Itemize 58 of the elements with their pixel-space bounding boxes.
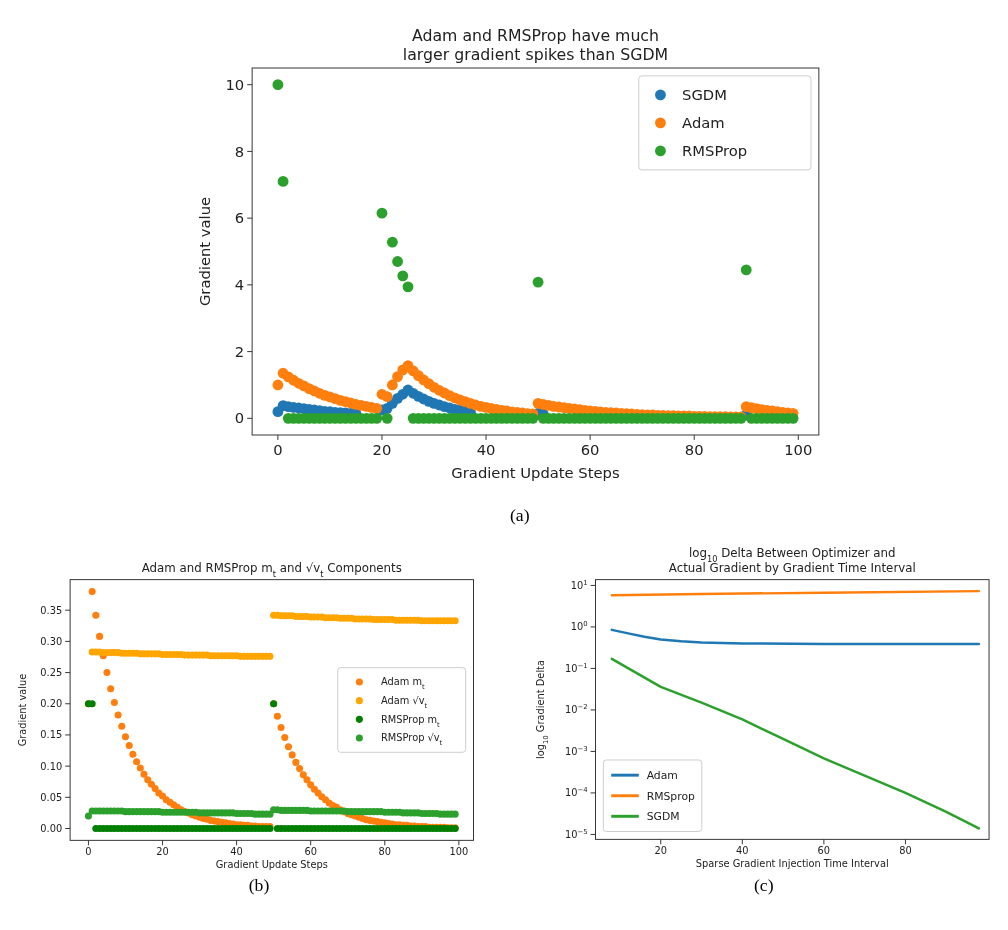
x-tick-label: 80 (378, 846, 392, 858)
x-tick-label: 100 (784, 440, 813, 458)
y-tick-label: 10$^{0}$ (570, 620, 588, 633)
y-tick-label: 10$^{−3}$ (564, 744, 588, 757)
y-tick-label: 2 (234, 342, 245, 360)
y-tick-label: 10$^{−4}$ (564, 786, 588, 799)
legend-label: Adam (682, 114, 725, 132)
x-tick-label: 80 (899, 845, 912, 857)
x-tick-label: 20 (372, 440, 392, 458)
x-axis-title: Sparse Gradient Injection Time Interval (695, 857, 889, 869)
text: (b) (248, 874, 270, 895)
y-tick-label: 0 (234, 409, 245, 427)
x-tick-label: 40 (230, 846, 243, 858)
x-tick-label: 20 (654, 845, 668, 857)
y-tick-label: 0.10 (40, 760, 63, 772)
legend-label: Adam (646, 768, 678, 782)
legend-label: RMSProp √v$_{t}$ (381, 732, 443, 748)
x-tick-label: 60 (304, 846, 317, 858)
y-tick-label: 10$^{−5}$ (564, 827, 588, 840)
y-axis-title: Gradient value (195, 196, 213, 307)
y-tick-label: 0.25 (40, 667, 63, 679)
x-axis-title: Gradient Update Steps (451, 464, 620, 482)
y-tick-label: 0.35 (40, 604, 63, 616)
y-tick-label: 0.05 (40, 791, 63, 803)
y-tick-label: 6 (234, 209, 245, 227)
x-tick-label: 80 (684, 440, 704, 458)
y-tick-label: 8 (234, 142, 245, 160)
y-tick-label: 0.20 (40, 698, 63, 710)
legend-label: Adam √v$_{t}$ (381, 695, 428, 711)
x-tick-label: 40 (736, 845, 749, 857)
x-tick-label: 40 (476, 440, 496, 458)
x-tick-label: 100 (449, 846, 469, 858)
x-tick-label: 60 (580, 440, 600, 458)
legend-label: Adam m$_{t}$ (381, 676, 426, 692)
chart-title: Adam and RMSProp have much larger gradient spikes than SGDM (402, 26, 669, 65)
x-tick-label: 20 (156, 846, 169, 858)
chart-title: Adam and RMSProp m$_{t}$ and √v$_{t}$ Components (141, 560, 402, 579)
chart-title: log$_{10}$ Delta Between Optimizer and Actual Gradient by Gradient Time Interval (668, 546, 916, 575)
y-tick-label: 10$^{−1}$ (564, 661, 588, 674)
y-tick-label: 10$^{−2}$ (564, 703, 588, 716)
legend-label: RMSProp m$_{t}$ (381, 713, 441, 729)
legend-label: RMSprop (646, 789, 696, 803)
x-tick-label: 60 (817, 845, 831, 857)
y-tick-label: 0.30 (40, 635, 63, 647)
legend-label: SGDM (646, 810, 680, 824)
legend-label: RMSProp (682, 142, 748, 160)
text: (a) (509, 504, 530, 525)
y-tick-label: 0.00 (40, 822, 63, 834)
legend-label: SGDM (682, 85, 727, 103)
x-tick-label: 0 (85, 846, 92, 858)
y-tick-label: 0.15 (40, 729, 63, 741)
y-tick-label: 4 (234, 276, 245, 294)
text: (c) (753, 874, 774, 895)
y-tick-label: 10$^{1}$ (570, 578, 588, 591)
y-axis-title: Gradient value (16, 673, 28, 747)
x-tick-label: 0 (273, 440, 283, 458)
x-axis-title: Gradient Update Steps (215, 858, 328, 870)
y-tick-label: 10 (225, 75, 245, 93)
